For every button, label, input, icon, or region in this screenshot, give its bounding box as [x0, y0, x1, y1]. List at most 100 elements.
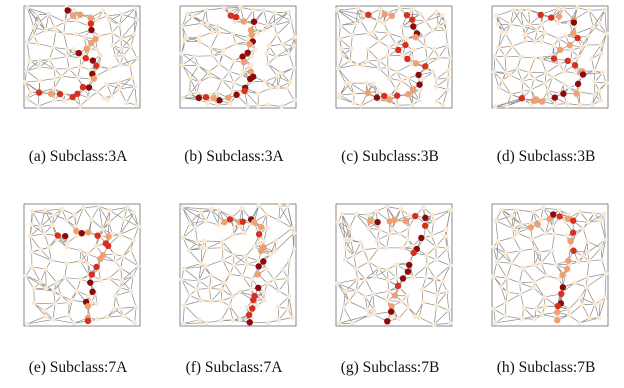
- caption-h: (h) Subclass:7B: [496, 359, 596, 376]
- graph-node-highlighted: [374, 218, 381, 226]
- graph-edge: [275, 227, 293, 241]
- graph-node: [440, 102, 446, 108]
- graph-node: [520, 24, 526, 30]
- graph-node: [43, 266, 49, 272]
- graph-edge: [365, 267, 379, 280]
- graph-edge: [210, 209, 219, 226]
- graph-node: [603, 271, 609, 276]
- graph-edge: [511, 250, 522, 264]
- graph-edge: [216, 25, 233, 35]
- graph-edge: [601, 259, 607, 274]
- graph-node: [533, 306, 539, 312]
- graph-node-highlighted: [241, 87, 248, 95]
- graph-node: [208, 206, 214, 212]
- graph-node: [499, 28, 504, 34]
- graph-node: [358, 239, 364, 245]
- graph-edge: [412, 265, 428, 278]
- graph-node-highlighted: [76, 11, 84, 18]
- graph-node: [233, 41, 239, 47]
- graph-node: [520, 89, 526, 94]
- graph-node-highlighted: [247, 26, 255, 34]
- graph-node-highlighted: [422, 214, 429, 222]
- graph-node: [218, 317, 224, 323]
- graph-edge: [119, 77, 133, 90]
- graph-node: [109, 93, 115, 98]
- graph-edge: [98, 206, 109, 223]
- graph-edge: [445, 30, 448, 46]
- graph-edge: [119, 86, 136, 90]
- graph-edge: [208, 71, 223, 81]
- graph-node: [203, 218, 209, 224]
- graph-node: [119, 278, 125, 284]
- graph-edge: [232, 33, 248, 43]
- graph-edge: [182, 15, 194, 27]
- graph-node: [117, 285, 123, 291]
- graph-node: [596, 315, 602, 321]
- graph-node: [199, 244, 205, 250]
- graph-edge: [495, 318, 523, 324]
- graph-node: [251, 7, 256, 13]
- graph-edge: [183, 266, 206, 270]
- graph-node: [492, 104, 498, 110]
- graph-node: [25, 5, 30, 11]
- graph-edge: [580, 297, 596, 305]
- graph-edge: [546, 63, 560, 74]
- graph-edge: [388, 32, 404, 39]
- graph-edge: [579, 317, 599, 324]
- graph-node: [244, 304, 250, 310]
- graph-edge: [51, 259, 67, 264]
- graph-node: [370, 311, 376, 317]
- graph-node: [351, 100, 357, 106]
- graph-node: [599, 257, 605, 263]
- graph-node: [136, 224, 141, 229]
- graph-node: [24, 96, 29, 101]
- graph-node: [227, 69, 232, 74]
- graph-edge: [418, 317, 435, 325]
- graph-node: [134, 17, 140, 22]
- graph-node-highlighted: [257, 224, 265, 231]
- graph-node: [61, 31, 67, 37]
- graph-node: [374, 237, 380, 243]
- graph-node: [545, 96, 551, 102]
- graph-node: [442, 19, 448, 25]
- graph-edge: [442, 89, 448, 106]
- graph-edge: [119, 58, 138, 66]
- graph-edge: [581, 304, 590, 319]
- graph-edge: [111, 82, 120, 96]
- graph-node-highlighted: [564, 57, 571, 65]
- graph-edge: [98, 206, 104, 230]
- graph-edge: [534, 55, 553, 59]
- graph-node-highlighted: [226, 216, 234, 223]
- graph-node-highlighted: [560, 90, 567, 97]
- graph-node: [276, 288, 282, 294]
- graph-edge: [242, 275, 252, 290]
- graph-node: [131, 31, 137, 37]
- graph-node: [372, 274, 378, 280]
- graph-edge: [26, 70, 40, 82]
- graph-node: [285, 276, 291, 281]
- graph-node: [111, 306, 117, 312]
- graph-edge: [435, 259, 451, 266]
- graph-node: [64, 260, 70, 266]
- panel-f: (f) Subclass:7A: [156, 200, 312, 388]
- graph-node: [531, 285, 537, 291]
- graph-edge: [182, 65, 191, 79]
- graph-edge: [194, 212, 201, 228]
- graph-node: [112, 293, 118, 299]
- graph-edge: [586, 273, 607, 278]
- graph-node: [493, 218, 499, 224]
- graph-node: [244, 261, 250, 267]
- graph-node: [280, 41, 285, 47]
- graph-node: [205, 100, 211, 106]
- graph-node: [445, 67, 451, 73]
- graph-node: [180, 321, 186, 326]
- graph-node: [552, 231, 558, 237]
- graph-node: [335, 66, 341, 71]
- graph-node: [364, 307, 370, 313]
- graph-node: [187, 292, 192, 298]
- graph-node: [596, 88, 602, 94]
- graph-node: [285, 203, 291, 209]
- graph-node-highlighted: [233, 91, 240, 98]
- graph-edge: [531, 238, 540, 253]
- graph-edge: [343, 306, 353, 324]
